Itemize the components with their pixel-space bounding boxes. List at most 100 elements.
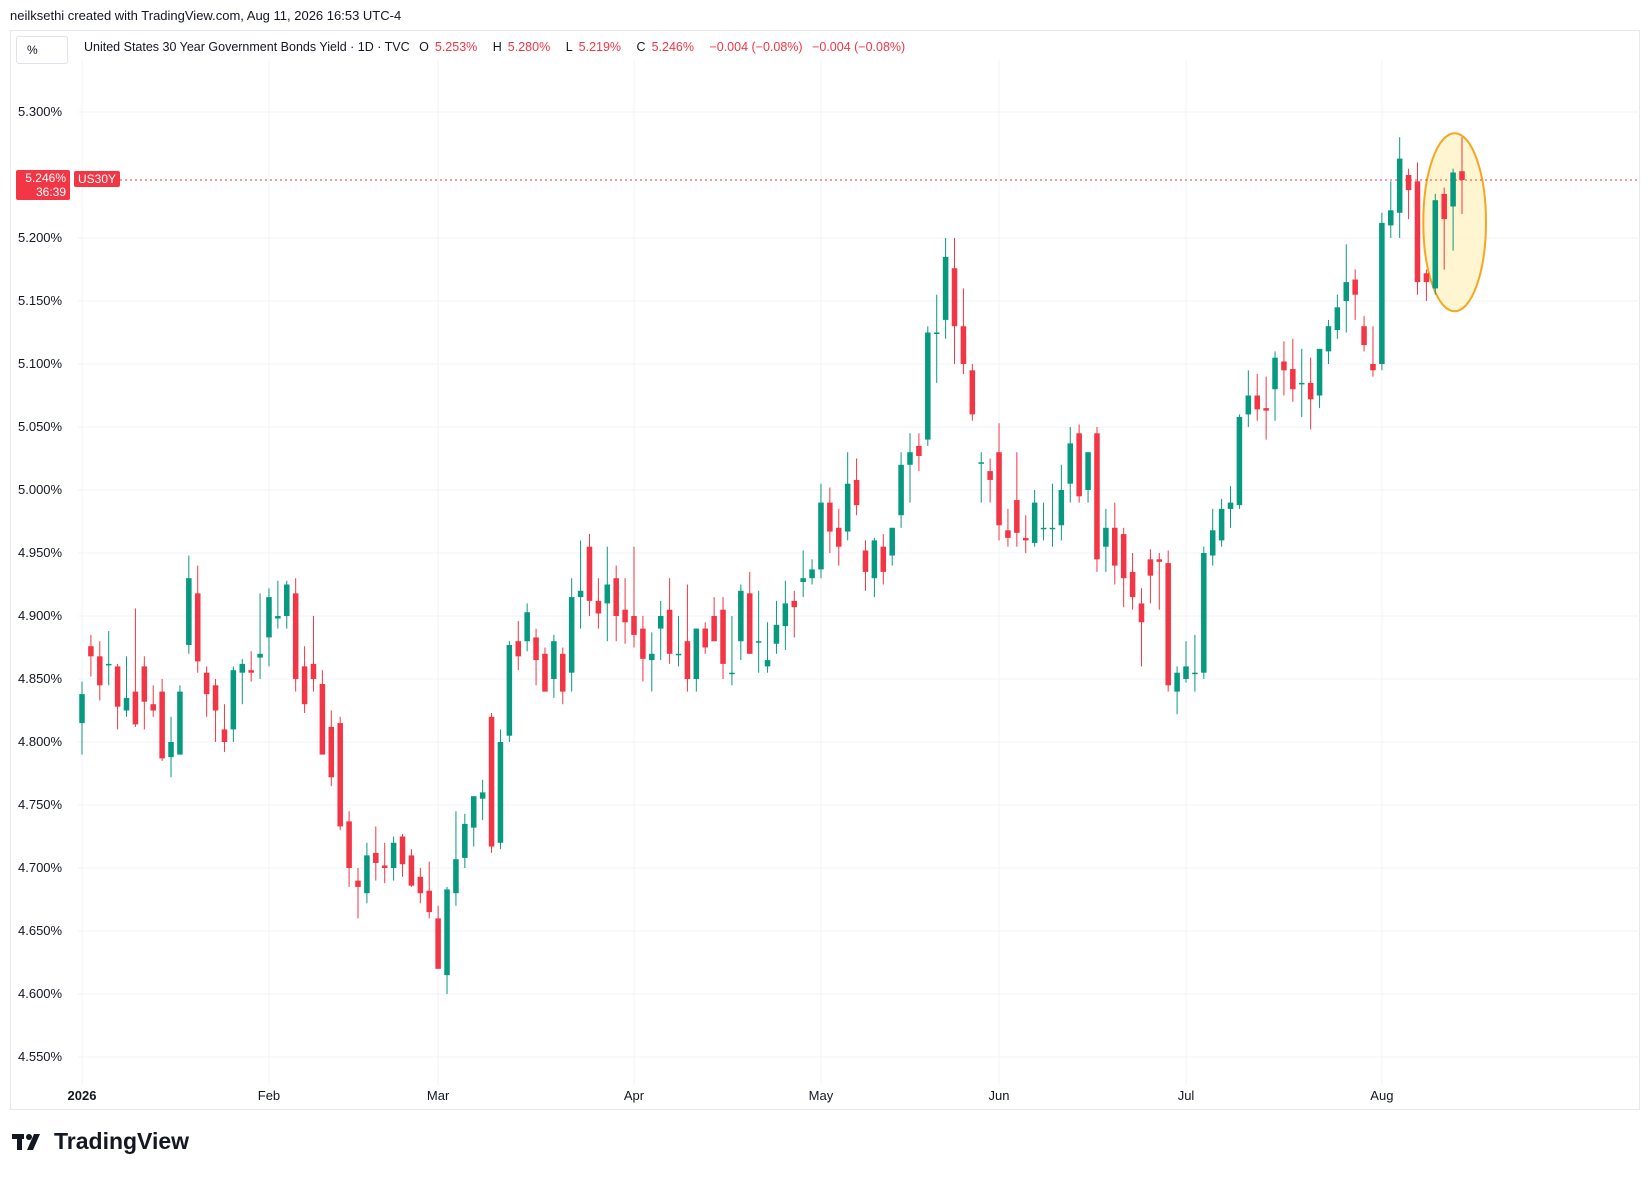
candle-body [925,332,931,440]
candle-body [1272,357,1278,390]
candle-body [346,821,352,868]
candle-body [275,616,281,619]
y-tick-label: 5.300% [18,104,63,119]
candle-body [1459,171,1465,181]
candle-body [1209,530,1216,556]
candle-body [488,716,495,847]
candle-body [203,672,210,695]
candle-body [1450,172,1456,207]
candle-body [693,628,700,679]
candle-body [248,670,254,673]
candle-body [586,546,593,601]
candle-body [631,616,637,635]
candle-body [141,666,148,702]
candle-body [364,855,370,894]
open-label: O [419,40,429,54]
candle-body [408,855,415,886]
candle-body [159,691,165,759]
candle-body [1405,175,1412,191]
candle-body [568,597,575,673]
candle-body [470,796,477,828]
candle-body [862,550,869,572]
candle-body [1281,361,1287,371]
candle-body [1290,369,1296,390]
candle-body [132,691,139,725]
candle-body [978,462,984,464]
unit-toggle-button[interactable]: % [16,36,68,64]
candle-body [1423,273,1430,283]
candle-body [1138,603,1145,623]
candle-body [951,268,958,327]
high-label: H [492,40,502,54]
candle-body [515,641,522,657]
candle-body [560,653,566,692]
symbol-legend: United States 30 Year Government Bonds Y… [84,40,911,54]
highlight-ellipse [1422,132,1487,313]
candle-body [257,653,263,658]
candle-body [1245,395,1252,415]
candle-body [853,479,860,506]
candle-body [907,452,913,465]
candle-body [782,603,789,627]
candle-body [1031,502,1038,543]
candle-body [577,590,584,598]
candlestick-chart[interactable]: 4.550% 4.600% 4.650% 4.700% 4.750% 4.800% 4.85… [0,0,1650,1120]
y-tick-label: 4.850% [18,671,63,686]
candle-body [1147,559,1154,576]
change-value-2: −0.004 (−0.08%) [812,40,906,54]
candle-body [114,666,121,707]
candle-body [1379,222,1385,364]
y-tick-label: 4.800% [18,734,63,749]
candle-body [1316,348,1323,396]
candle-body [177,691,183,755]
candle-body [337,723,343,827]
candle-body [1165,563,1171,686]
candle-body [266,597,272,638]
y-tick-label: 4.900% [18,608,63,623]
candle-body [310,663,317,679]
bar-countdown: 36:39 [35,185,66,199]
candle-body [1441,193,1447,220]
tradingview-logo-icon [12,1133,40,1150]
candle-body [462,823,468,858]
candle-body [791,600,798,608]
candle-body [506,644,513,736]
candle-body [1192,672,1198,675]
candle-body [479,792,486,799]
candle-body [729,672,735,675]
candle-body [533,637,539,661]
candle-body [105,663,112,666]
candle-body [640,628,646,659]
candle-body [292,593,299,679]
x-tick-label: Jul [1178,1088,1195,1103]
close-value: 5.246% [651,40,694,54]
candle-body [720,609,726,664]
candle-body [355,880,361,887]
high-value: 5.280% [507,40,551,54]
candle-body [1156,559,1163,562]
candle-body [871,540,878,579]
candle-body [800,578,806,582]
candle-body [827,502,833,532]
candle-body [301,666,308,705]
candle-body [328,726,335,778]
y-tick-label: 4.700% [18,860,63,875]
y-tick-label: 4.950% [18,545,63,560]
x-tick-label: Mar [427,1088,450,1103]
candle-body [969,370,976,415]
candle-body [1325,326,1332,352]
candle-body [764,660,771,667]
candle-body [1174,672,1180,692]
candle-body [836,527,842,547]
candle-body [390,842,397,868]
close-label: C [636,40,646,54]
candle-body [212,685,219,711]
candle-body [1432,200,1439,289]
candle-body [675,653,682,656]
y-tick-label: 4.550% [18,1049,63,1064]
x-tick-label: Jun [989,1088,1010,1103]
candle-body [444,889,450,976]
change-value: −0.004 (−0.08%) [709,40,803,54]
candle-body [168,742,174,758]
candle-body [373,852,379,863]
